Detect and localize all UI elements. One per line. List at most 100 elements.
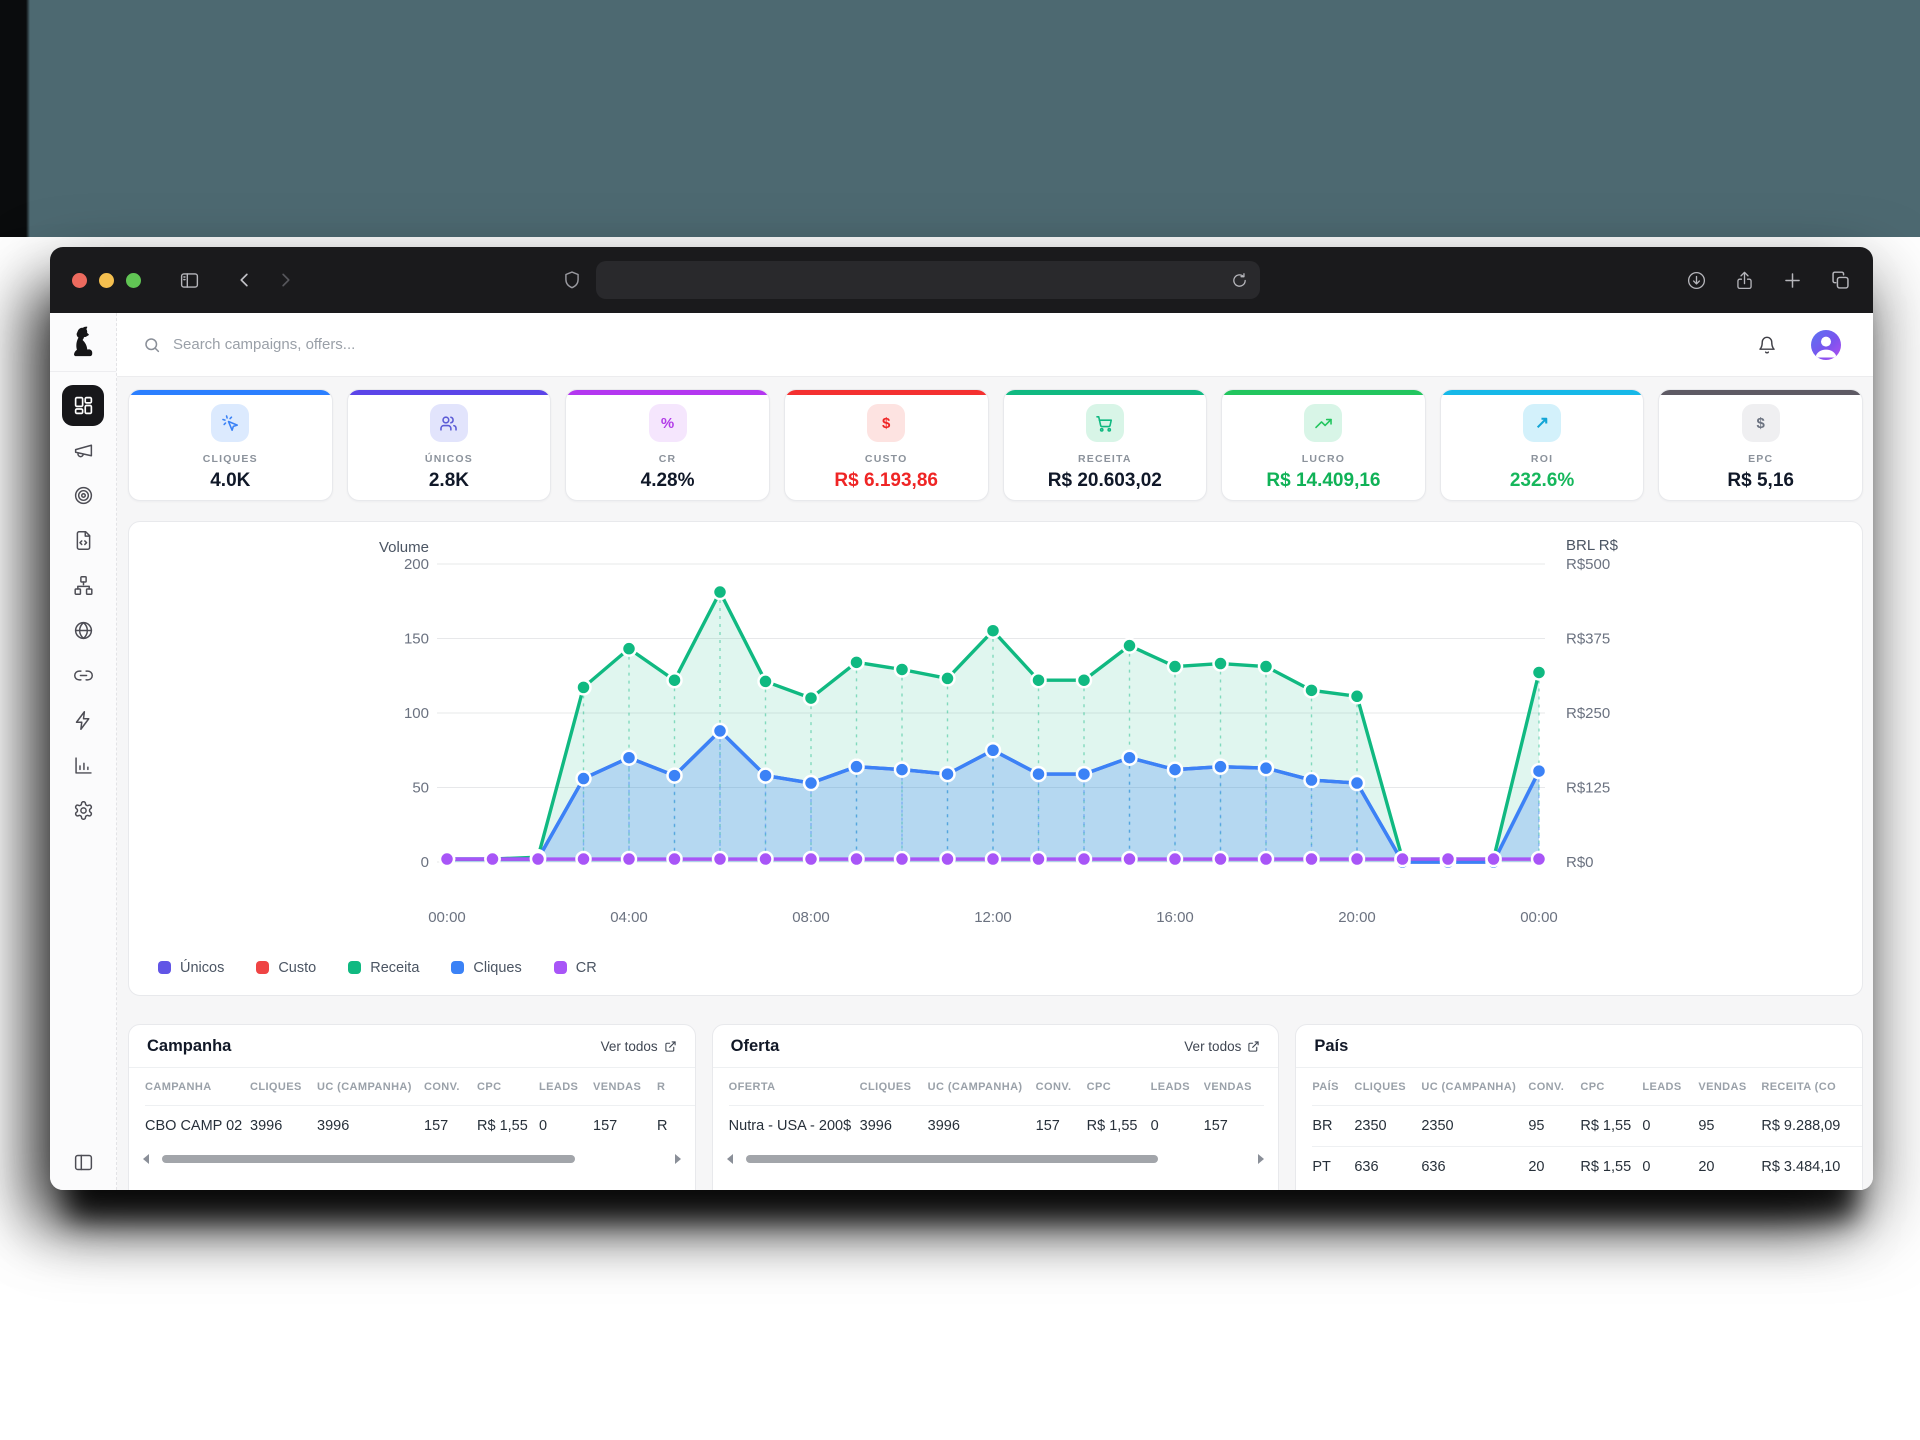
desktop-background <box>0 0 1920 237</box>
reload-icon[interactable] <box>1231 272 1248 289</box>
kpi-value: 2.8K <box>428 470 469 491</box>
sidebar-item-globe[interactable] <box>62 610 104 651</box>
table-title: Oferta <box>730 1036 780 1055</box>
sidebar-item-sitemap[interactable] <box>62 565 104 606</box>
table-cell: 2350 <box>1421 1105 1529 1147</box>
sidebar-item-gear[interactable] <box>62 790 104 831</box>
scroll-left-arrow[interactable] <box>726 1154 733 1164</box>
minimize-window-button[interactable] <box>99 272 114 288</box>
scroll-right-arrow[interactable] <box>1258 1154 1265 1164</box>
forward-icon[interactable] <box>276 271 294 289</box>
traffic-chart: 200 R$500 150 R$375 100 R$250 50 R$125 0 R$0 Volum… <box>379 537 1619 926</box>
new-tab-icon[interactable] <box>1782 270 1803 291</box>
scrollbar-track[interactable] <box>738 1155 1254 1163</box>
legend-item-custo[interactable]: Custo <box>256 960 316 976</box>
table-cell: 636 <box>1421 1146 1529 1187</box>
kpi-card-receita: RECEITA R$ 20.603,02 <box>1002 389 1208 501</box>
legend-swatch <box>553 961 567 974</box>
kpi-value: 232.6% <box>1509 470 1575 491</box>
dollar-icon: $ <box>867 404 906 442</box>
downloads-icon[interactable] <box>1686 270 1707 291</box>
table-cell: R <box>657 1105 695 1146</box>
close-window-button[interactable] <box>72 272 87 288</box>
legend-label: Cliques <box>473 959 522 976</box>
share-icon[interactable] <box>1734 270 1755 291</box>
column-header: OFERTA <box>728 1080 776 1093</box>
cart-icon <box>1085 404 1124 442</box>
table-cell: Nutra - USA - 200$ <box>728 1105 860 1146</box>
kpi-value: 4.28% <box>640 470 695 491</box>
column-header: LEADS <box>1150 1080 1190 1093</box>
sidebar-item-bar-chart[interactable] <box>62 745 104 786</box>
table-row: PT 636 636 20 R$ 1,55 0 20 R$ 3.484,10 <box>1312 1146 1863 1187</box>
sidebar-item-dashboard[interactable] <box>62 385 104 426</box>
table-title: País <box>1314 1036 1349 1055</box>
sidebar-item-link[interactable] <box>62 655 104 696</box>
users-icon <box>429 404 468 442</box>
sidebar-collapse-icon[interactable] <box>73 1152 94 1178</box>
bell-icon[interactable] <box>1757 335 1777 355</box>
kpi-card-únicos: ÚNICOS 2.8K <box>346 389 552 501</box>
legend-item-receita[interactable]: Receita <box>348 960 419 976</box>
column-header: R <box>657 1080 666 1093</box>
sidebar-item-zap[interactable] <box>62 700 104 741</box>
app-logo[interactable] <box>50 313 116 372</box>
avatar[interactable] <box>1811 329 1841 360</box>
ver-todos-link[interactable]: Ver todos <box>1184 1039 1260 1054</box>
kpi-accent-bar <box>566 390 769 395</box>
sidebar-item-file-code[interactable] <box>62 520 104 561</box>
legend-item-únicos[interactable]: Únicos <box>158 960 224 976</box>
kpi-card-epc: $ EPC R$ 5,16 <box>1658 389 1863 501</box>
address-bar[interactable] <box>596 261 1260 299</box>
kpi-accent-bar <box>1659 390 1862 395</box>
kpi-value: 4.0K <box>210 470 251 491</box>
sidebar-item-target[interactable] <box>62 475 104 516</box>
column-header: CLIQUES <box>859 1080 912 1093</box>
kpi-value: R$ 5,16 <box>1727 470 1794 491</box>
horizontal-scrollbar[interactable] <box>143 1154 681 1164</box>
table-cell: 2350 <box>1354 1105 1422 1147</box>
legend-label: Receita <box>370 959 420 976</box>
table-cell: 20 <box>1698 1146 1762 1187</box>
column-header: CPC <box>1086 1080 1112 1093</box>
sidebar-toggle-icon[interactable] <box>179 270 200 291</box>
table-cell: PT <box>1312 1146 1355 1187</box>
kpi-accent-bar <box>1003 390 1207 395</box>
column-header: VENDAS <box>593 1080 642 1093</box>
horizontal-scrollbar[interactable] <box>726 1154 1265 1164</box>
legend-item-cliques[interactable]: Cliques <box>451 959 522 976</box>
column-header: CONV. <box>1035 1080 1072 1093</box>
trend-up-icon <box>1304 404 1343 442</box>
legend-item-cr[interactable]: CR <box>553 960 597 976</box>
scrollbar-thumb[interactable] <box>162 1155 575 1163</box>
table-cell: 157 <box>424 1105 477 1146</box>
table-cell: 95 <box>1698 1105 1762 1147</box>
kpi-row: CLIQUES 4.0K ÚNICOS 2.8K % CR 4.28% $ CU… <box>128 389 1863 501</box>
scroll-right-arrow[interactable] <box>674 1154 681 1164</box>
zoom-window-button[interactable] <box>126 272 141 288</box>
svg-text:BRL R$: BRL R$ <box>1566 537 1619 554</box>
search-input[interactable]: Search campaigns, offers... <box>173 336 356 353</box>
app-header: Search campaigns, offers... <box>117 313 1873 377</box>
table-cell: 157 <box>1203 1105 1264 1146</box>
kpi-value: R$ 6.193,86 <box>834 470 938 491</box>
table-cell: 0 <box>539 1105 593 1146</box>
cursor-click-icon <box>211 404 250 442</box>
back-icon[interactable] <box>236 271 254 289</box>
svg-text:R$0: R$0 <box>1566 854 1594 871</box>
column-header: CLIQUES <box>250 1080 302 1093</box>
sidebar-item-megaphone[interactable] <box>62 430 104 471</box>
scrollbar-thumb[interactable] <box>745 1155 1159 1163</box>
legend-label: Custo <box>278 959 317 976</box>
arrow-up-right-icon: ↗ <box>1523 404 1562 442</box>
table-row: Nutra - USA - 200$ 3996 3996 157 R$ 1,55 0 157 <box>728 1105 1264 1146</box>
svg-text:R$500: R$500 <box>1566 556 1610 573</box>
scrollbar-track[interactable] <box>154 1155 670 1163</box>
chart-legend: Únicos Custo Receita Cliques CR <box>158 940 597 995</box>
scroll-left-arrow[interactable] <box>143 1154 149 1164</box>
column-header: RECEITA (CO <box>1761 1080 1837 1093</box>
kpi-value: R$ 14.409,16 <box>1266 470 1381 491</box>
shield-icon[interactable] <box>562 270 582 290</box>
tab-overview-icon[interactable] <box>1830 270 1851 291</box>
ver-todos-link[interactable]: Ver todos <box>601 1039 677 1054</box>
